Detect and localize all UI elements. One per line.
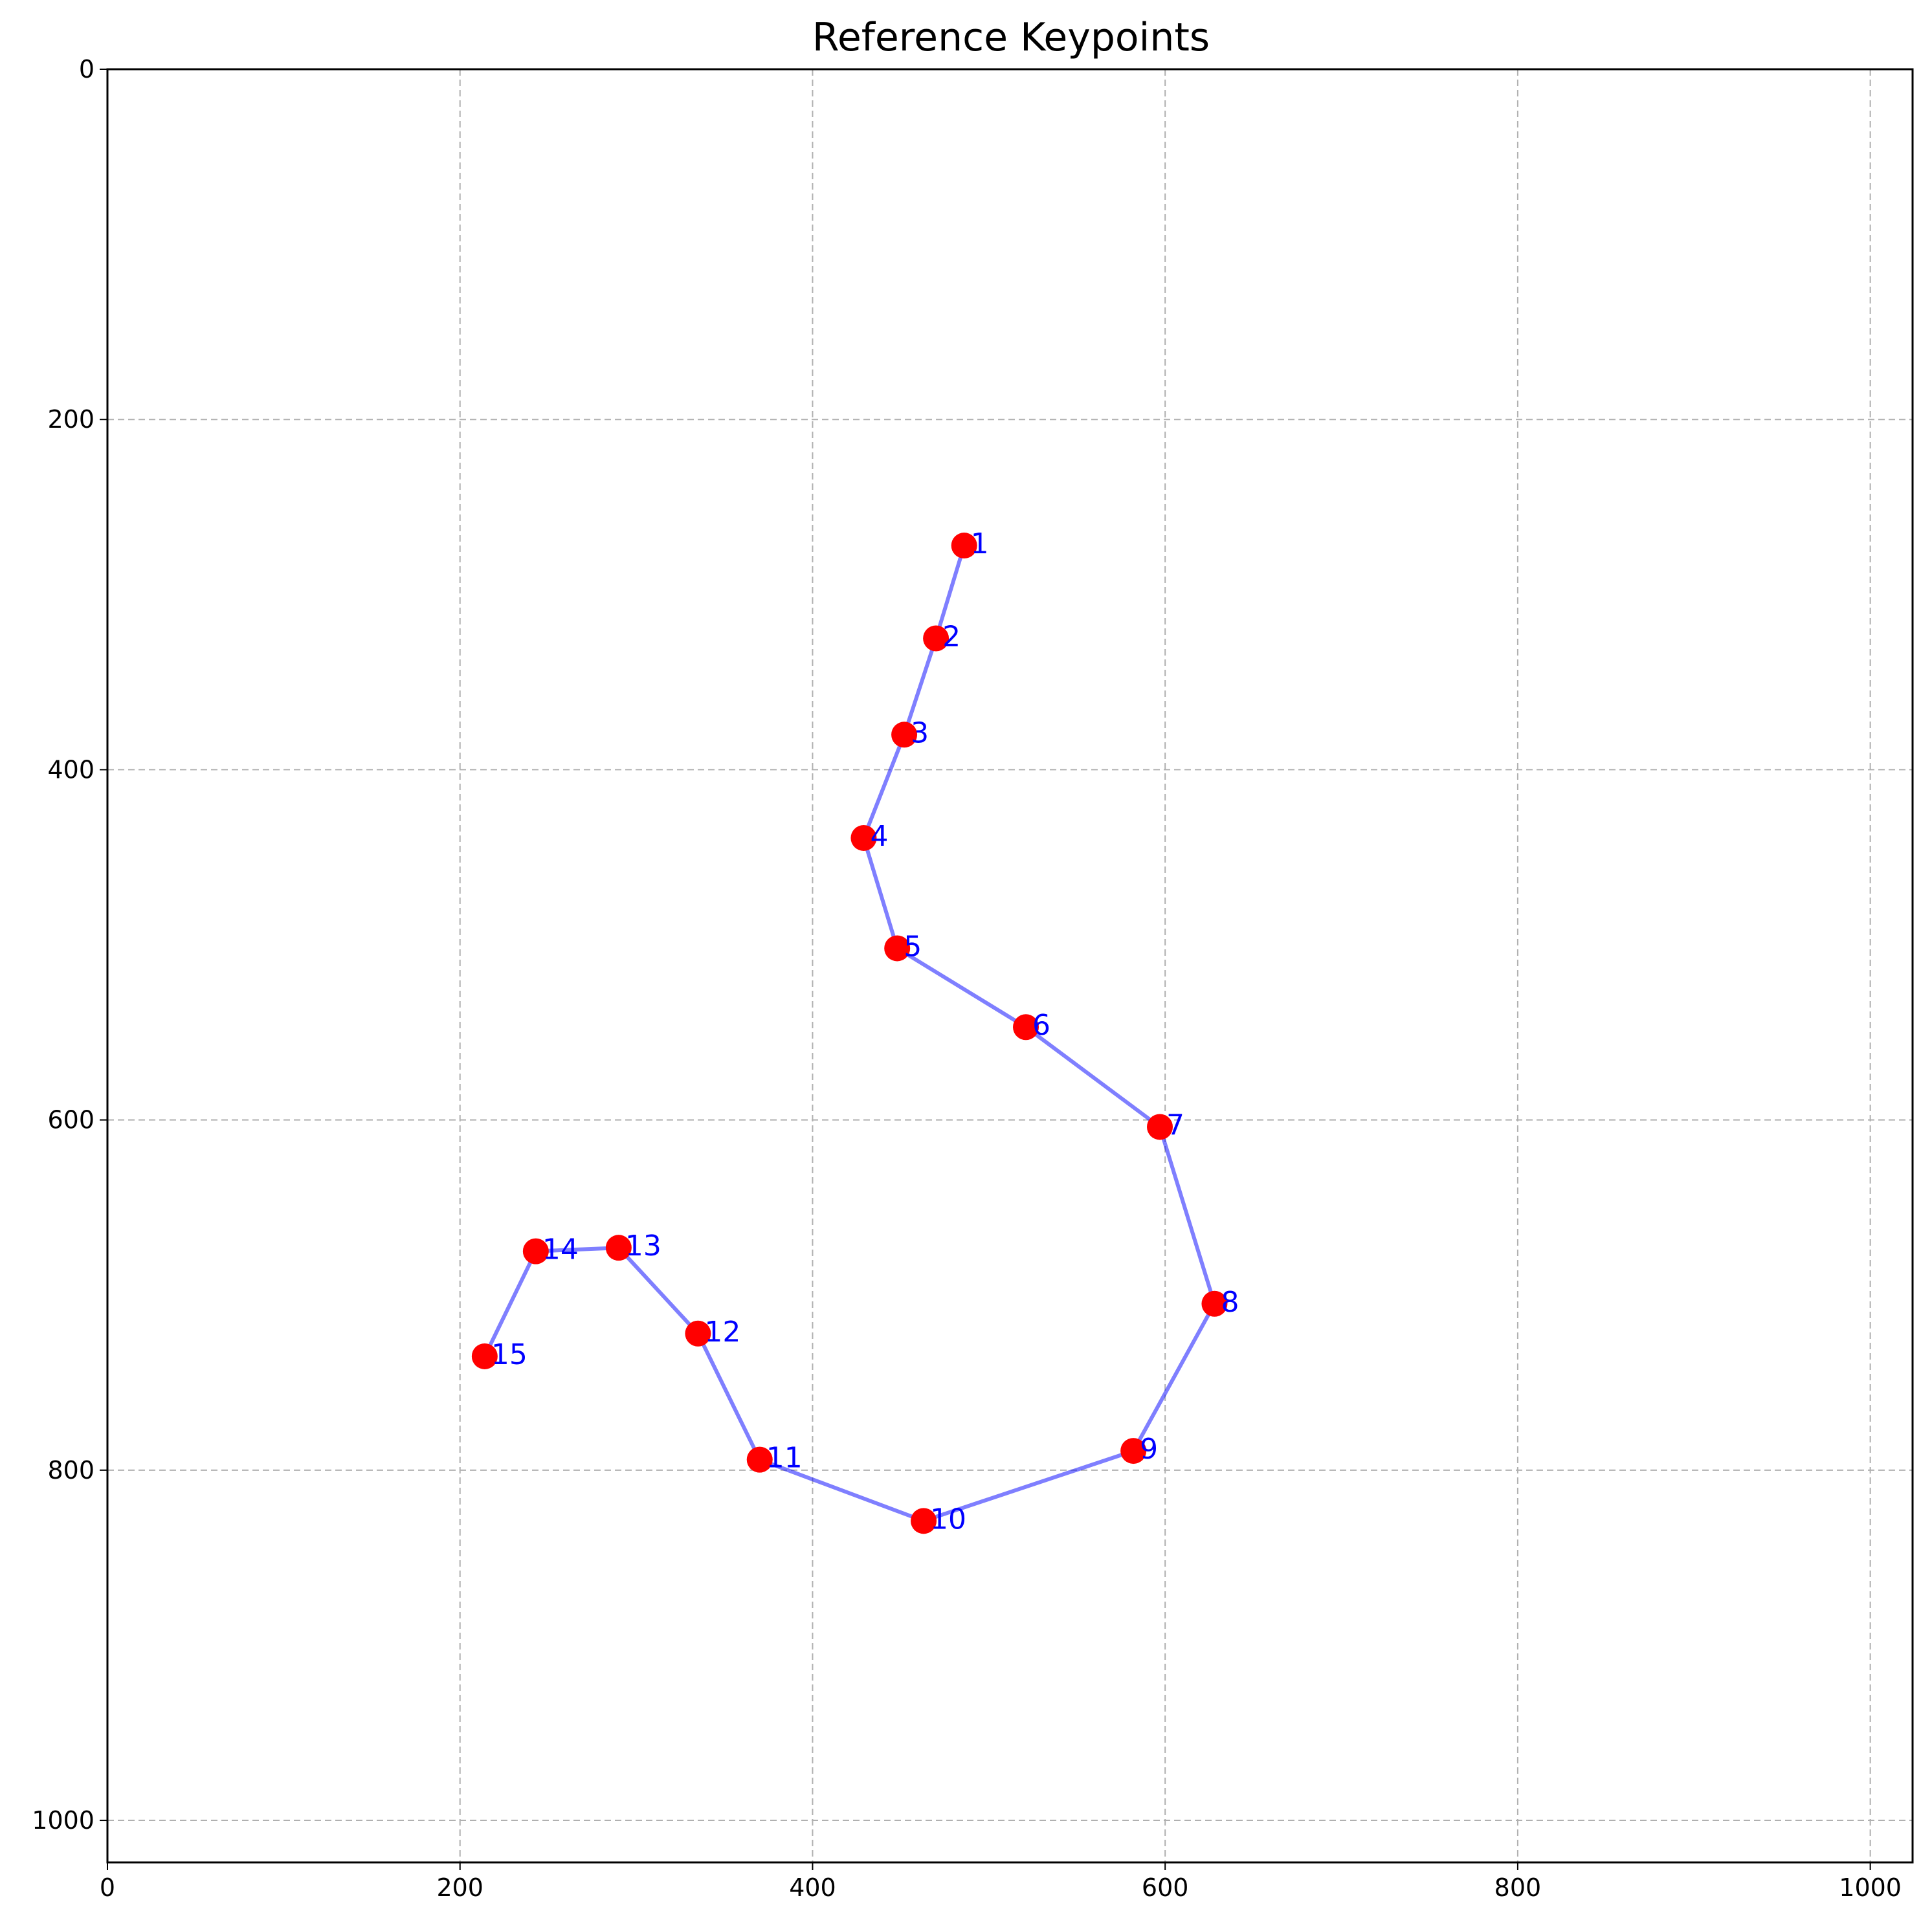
keypoint-label: 2 <box>942 620 960 653</box>
chart-title: Reference Keypoints <box>812 15 1210 60</box>
x-tick-label: 600 <box>1142 1873 1189 1902</box>
y-tick-label: 200 <box>47 405 94 434</box>
x-axis: 0 200 400 600 800 1000 <box>100 1862 1902 1902</box>
keypoint-marker <box>923 625 949 652</box>
keypoint-label: 7 <box>1166 1109 1184 1142</box>
points-layer <box>471 533 1228 1534</box>
keypoint-label: 10 <box>930 1503 966 1536</box>
keypoint-marker <box>911 1508 937 1534</box>
keypoint-label: 9 <box>1140 1433 1158 1466</box>
keypoint-marker <box>685 1320 711 1347</box>
keypoint-marker <box>891 722 918 748</box>
keypoint-label: 5 <box>904 930 922 963</box>
keypoint-marker <box>850 824 877 851</box>
plot-frame <box>106 68 1914 1864</box>
keypoint-label: 11 <box>766 1442 803 1475</box>
x-tick-label: 200 <box>436 1873 483 1902</box>
keypoint-label: 1 <box>971 527 989 560</box>
keypoint-label: 12 <box>704 1316 740 1349</box>
keypoint-label: 13 <box>625 1230 661 1263</box>
keypoint-marker <box>471 1343 498 1369</box>
y-tick-label: 1000 <box>32 1806 94 1835</box>
x-tick-label: 400 <box>789 1873 836 1902</box>
keypoint-label: 15 <box>491 1338 527 1371</box>
keypoint-label: 6 <box>1032 1009 1050 1042</box>
keypoint-marker <box>522 1238 549 1264</box>
keypoint-marker <box>951 533 977 559</box>
keypoint-marker <box>746 1446 773 1473</box>
x-tick-label: 1000 <box>1839 1873 1902 1902</box>
y-tick-label: 400 <box>47 755 94 784</box>
keypoint-label: 3 <box>911 716 929 749</box>
x-tick-label: 0 <box>100 1873 115 1902</box>
keypoint-label: 8 <box>1221 1286 1239 1319</box>
keypoint-marker <box>1201 1290 1228 1317</box>
y-tick-label: 800 <box>47 1456 94 1484</box>
keypoint-label: 14 <box>542 1233 579 1266</box>
x-tick-label: 800 <box>1494 1873 1542 1902</box>
keypoint-marker <box>1120 1438 1147 1464</box>
keypoint-marker <box>605 1235 632 1261</box>
keypoint-marker <box>884 935 911 962</box>
keypoint-marker <box>1013 1014 1039 1041</box>
y-axis: 0 200 400 600 800 1000 <box>32 55 107 1835</box>
y-tick-label: 0 <box>79 55 94 83</box>
y-tick-label: 600 <box>47 1106 94 1134</box>
keypoint-label: 4 <box>870 820 888 853</box>
keypoint-marker <box>1147 1114 1173 1140</box>
